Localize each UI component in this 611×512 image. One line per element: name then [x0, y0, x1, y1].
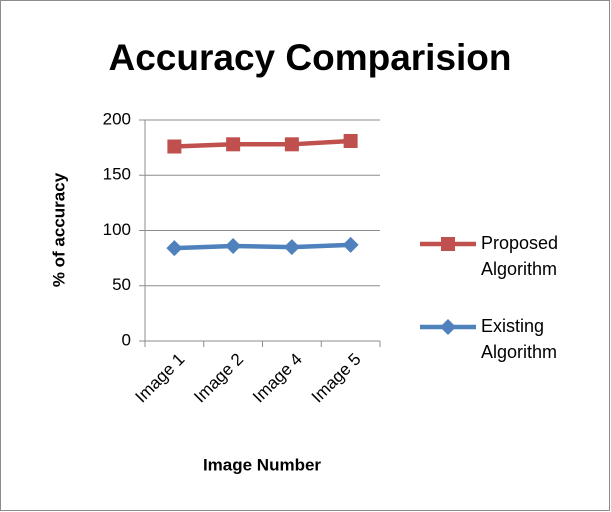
legend-marker: [441, 237, 455, 251]
y-tick-label: 150: [103, 165, 131, 184]
line: [174, 242, 351, 251]
legend-label: Proposed Algorithm: [481, 233, 558, 279]
y-tick-label: 100: [103, 220, 131, 239]
y-tick-label: 0: [122, 330, 131, 349]
y-tick-label: 50: [112, 275, 131, 294]
marker: [167, 139, 182, 154]
marker: [226, 137, 241, 152]
marker: [283, 239, 300, 256]
legend-marker: [440, 319, 456, 335]
marker: [284, 137, 299, 152]
legend-label: Existing Algorithm: [481, 316, 557, 362]
marker: [225, 237, 242, 254]
marker: [342, 236, 359, 253]
y-tick-label: 200: [103, 109, 131, 128]
y-axis-label: % of accuracy: [49, 172, 68, 287]
marker: [343, 133, 358, 148]
x-axis-label: Image Number: [203, 455, 321, 474]
line: [174, 138, 351, 149]
marker: [166, 240, 183, 257]
chart-title: Accuracy Comparision: [108, 37, 511, 78]
